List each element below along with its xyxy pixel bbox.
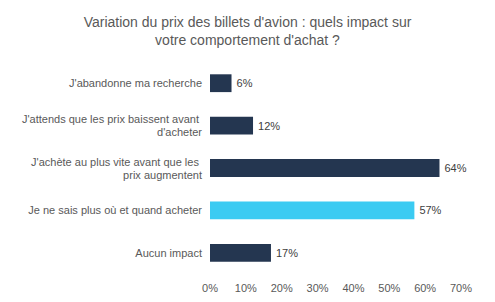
svg-text:70%: 70% xyxy=(450,282,472,294)
svg-text:J'achète au plus vite avant qu: J'achète au plus vite avant que les xyxy=(31,156,202,168)
svg-text:10%: 10% xyxy=(235,282,257,294)
svg-text:Aucun impact: Aucun impact xyxy=(135,247,202,259)
svg-text:Variation du prix des billets: Variation du prix des billets d'avion : … xyxy=(84,14,412,30)
svg-text:d'acheter: d'acheter xyxy=(157,126,202,138)
svg-text:votre comportement d'achat ?: votre comportement d'achat ? xyxy=(155,32,340,48)
svg-text:12%: 12% xyxy=(258,120,280,132)
svg-text:J'abandonne ma recherche: J'abandonne ma recherche xyxy=(69,77,202,89)
svg-text:prix augmentent: prix augmentent xyxy=(123,169,202,181)
svg-text:0%: 0% xyxy=(202,282,218,294)
svg-text:20%: 20% xyxy=(271,282,293,294)
svg-text:60%: 60% xyxy=(414,282,436,294)
svg-text:57%: 57% xyxy=(419,204,441,216)
svg-text:J'attends que les prix baissen: J'attends que les prix baissent avant xyxy=(22,113,202,125)
svg-text:50%: 50% xyxy=(378,282,400,294)
svg-text:6%: 6% xyxy=(237,77,253,89)
svg-text:Je ne sais plus où et quand ac: Je ne sais plus où et quand acheter xyxy=(28,204,202,216)
svg-text:40%: 40% xyxy=(342,282,364,294)
svg-text:64%: 64% xyxy=(444,162,466,174)
svg-text:17%: 17% xyxy=(276,247,298,259)
svg-text:30%: 30% xyxy=(307,282,329,294)
